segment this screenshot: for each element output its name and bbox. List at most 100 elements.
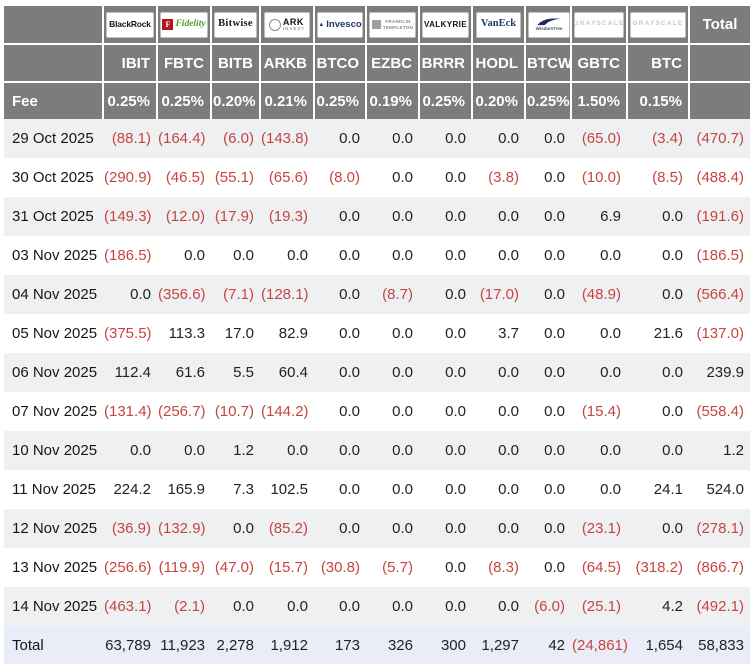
row-total-cell: (470.7) [696, 130, 744, 147]
ticker-header-cell: HODL [472, 44, 526, 83]
flow-value-cell: 0.0 [662, 247, 683, 264]
fee-cell: 1.50% [571, 82, 628, 119]
fidelity-logo: F Fidelity [160, 11, 208, 38]
flow-value-cell: 0.0 [445, 130, 466, 147]
flow-value-cell: 0.0 [339, 598, 360, 615]
flow-value-cell: (15.7) [268, 559, 308, 576]
flow-value-cell: 102.5 [270, 481, 308, 498]
flow-value-cell: 0.0 [339, 364, 360, 381]
grand-total-row: Total 63,789 11,923 2,278 1,912 173 326 300 1,29… [4, 626, 750, 664]
flow-value-cell: (8.5) [652, 169, 683, 186]
ark-mark [268, 18, 281, 31]
flow-value-cell: (149.3) [104, 208, 152, 225]
flow-value-cell: 224.2 [113, 481, 151, 498]
flow-value-cell: 0.0 [600, 481, 621, 498]
ticker-header-cell: IBIT [103, 44, 158, 83]
row-total-cell: (137.0) [696, 325, 744, 342]
provider-logo-cell: VALKYRIE [419, 6, 473, 45]
flow-value-cell: (144.2) [261, 403, 309, 420]
fee-cell: 0.20% [472, 82, 526, 119]
provider-logo-cell: ARK INVEST [260, 6, 315, 45]
provider-logo-row: BlackRock F Fidelity Bitwise ARK INVEST ▲ Inves… [4, 6, 750, 45]
flow-value-cell: (375.5) [104, 325, 152, 342]
blackrock-wordmark: BlackRock [109, 19, 151, 30]
flow-value-cell: (5.7) [382, 559, 413, 576]
fee-cell: 0.19% [366, 82, 420, 119]
vaneck-logo: VanEck [475, 11, 522, 38]
flow-value-cell: 0.0 [498, 442, 519, 459]
flow-value-cell: 0.0 [445, 520, 466, 537]
flow-value-cell: 0.0 [392, 442, 413, 459]
date-cell: 30 Oct 2025 [12, 169, 94, 186]
flow-value-cell: 0.0 [233, 520, 254, 537]
ticker-header-cell: GBTC [571, 44, 628, 83]
provider-logo-cell: WisdomTree [525, 6, 572, 45]
provider-logo-cell: FRANKLIN TEMPLETON [366, 6, 420, 45]
column-total-cell: 2,278 [211, 626, 260, 664]
franklin-templeton-mark [371, 20, 381, 29]
column-total-cell: 326 [366, 626, 419, 664]
column-total-cell: (24,861) [571, 626, 627, 664]
flow-value-cell: 0.0 [392, 169, 413, 186]
vaneck-wordmark: VanEck [480, 18, 517, 30]
flow-value-cell: (8.0) [329, 169, 360, 186]
row-total-cell: (558.4) [696, 403, 744, 420]
flow-value-cell: 0.0 [392, 208, 413, 225]
flow-value-cell: 0.0 [498, 247, 519, 264]
flow-value-cell: 0.0 [392, 481, 413, 498]
flow-value-cell: 0.0 [544, 559, 565, 576]
flow-data-row: 04 Nov 2025 0.0 (356.6) (7.1) (128.1) 0.0 (8.7… [4, 275, 750, 314]
provider-logo-cell: VanEck [472, 6, 526, 45]
grayscale-wordmark: GRAYSCALE [632, 20, 684, 28]
flow-value-cell: (30.8) [320, 559, 360, 576]
fidelity-wordmark: Fidelity [175, 18, 206, 29]
flow-data-row: 30 Oct 2025 (290.9) (46.5) (55.1) (65.6) (8.0… [4, 158, 750, 197]
flow-value-cell: (3.8) [488, 169, 519, 186]
flow-value-cell: 0.0 [544, 169, 565, 186]
flow-value-cell: 0.0 [544, 403, 565, 420]
fidelity-mark: F [162, 19, 174, 30]
flow-value-cell: 24.1 [653, 481, 683, 498]
flow-value-cell: 0.0 [662, 208, 683, 225]
flow-value-cell: 0.0 [498, 364, 519, 381]
flow-data-row: 06 Nov 2025 112.4 61.6 5.5 60.4 0.0 0.0 0.0 0.0 0… [4, 353, 750, 392]
ticker-header-cell: BITB [211, 44, 261, 83]
flow-value-cell: 0.0 [544, 286, 565, 303]
ark-invest-logo: ARK INVEST [263, 11, 311, 38]
flow-value-cell: 0.0 [339, 130, 360, 147]
row-total-cell: (492.1) [696, 598, 744, 615]
flow-value-cell: 0.0 [662, 403, 683, 420]
flow-value-cell: (64.5) [581, 559, 621, 576]
column-total-cell: 1,654 [627, 626, 689, 664]
flow-value-cell: 0.0 [339, 520, 360, 537]
flow-value-cell: 0.0 [233, 598, 254, 615]
date-cell: 12 Nov 2025 [12, 520, 98, 537]
flow-value-cell: 0.0 [662, 286, 683, 303]
column-total-cell: 63,789 [103, 626, 157, 664]
column-total-cell: 173 [314, 626, 366, 664]
flow-value-cell: 0.0 [498, 481, 519, 498]
flow-value-cell: 5.5 [233, 364, 254, 381]
table-body: 29 Oct 2025 (88.1) (164.4) (6.0) (143.8) 0.0 0… [4, 119, 750, 626]
ticker-header-cell: BTCO [314, 44, 367, 83]
flow-value-cell: (47.0) [214, 559, 254, 576]
grayscale-logo: GRAYSCALE [630, 11, 686, 38]
flow-value-cell: (88.1) [111, 130, 151, 147]
grayscale-logo: GRAYSCALE [574, 11, 624, 38]
flow-value-cell: 0.0 [445, 403, 466, 420]
flow-value-cell: 6.9 [600, 208, 621, 225]
ticker-header-cell: BTCW [525, 44, 572, 83]
flow-value-cell: (8.7) [382, 286, 413, 303]
ticker-row-total-spacer [689, 44, 750, 83]
flow-value-cell: 0.0 [498, 130, 519, 147]
column-total-cell: 1,912 [260, 626, 314, 664]
flow-data-row: 05 Nov 2025 (375.5) 113.3 17.0 82.9 0.0 0.0 0.0… [4, 314, 750, 353]
flow-value-cell: (55.1) [214, 169, 254, 186]
flow-value-cell: 0.0 [392, 130, 413, 147]
flow-value-cell: 112.4 [114, 364, 151, 381]
fee-cell: 0.25% [314, 82, 367, 119]
flow-value-cell: 7.3 [233, 481, 254, 498]
column-total-cell: 42 [525, 626, 571, 664]
flow-value-cell: 0.0 [544, 208, 565, 225]
provider-logo-cell: Bitwise [211, 6, 261, 45]
